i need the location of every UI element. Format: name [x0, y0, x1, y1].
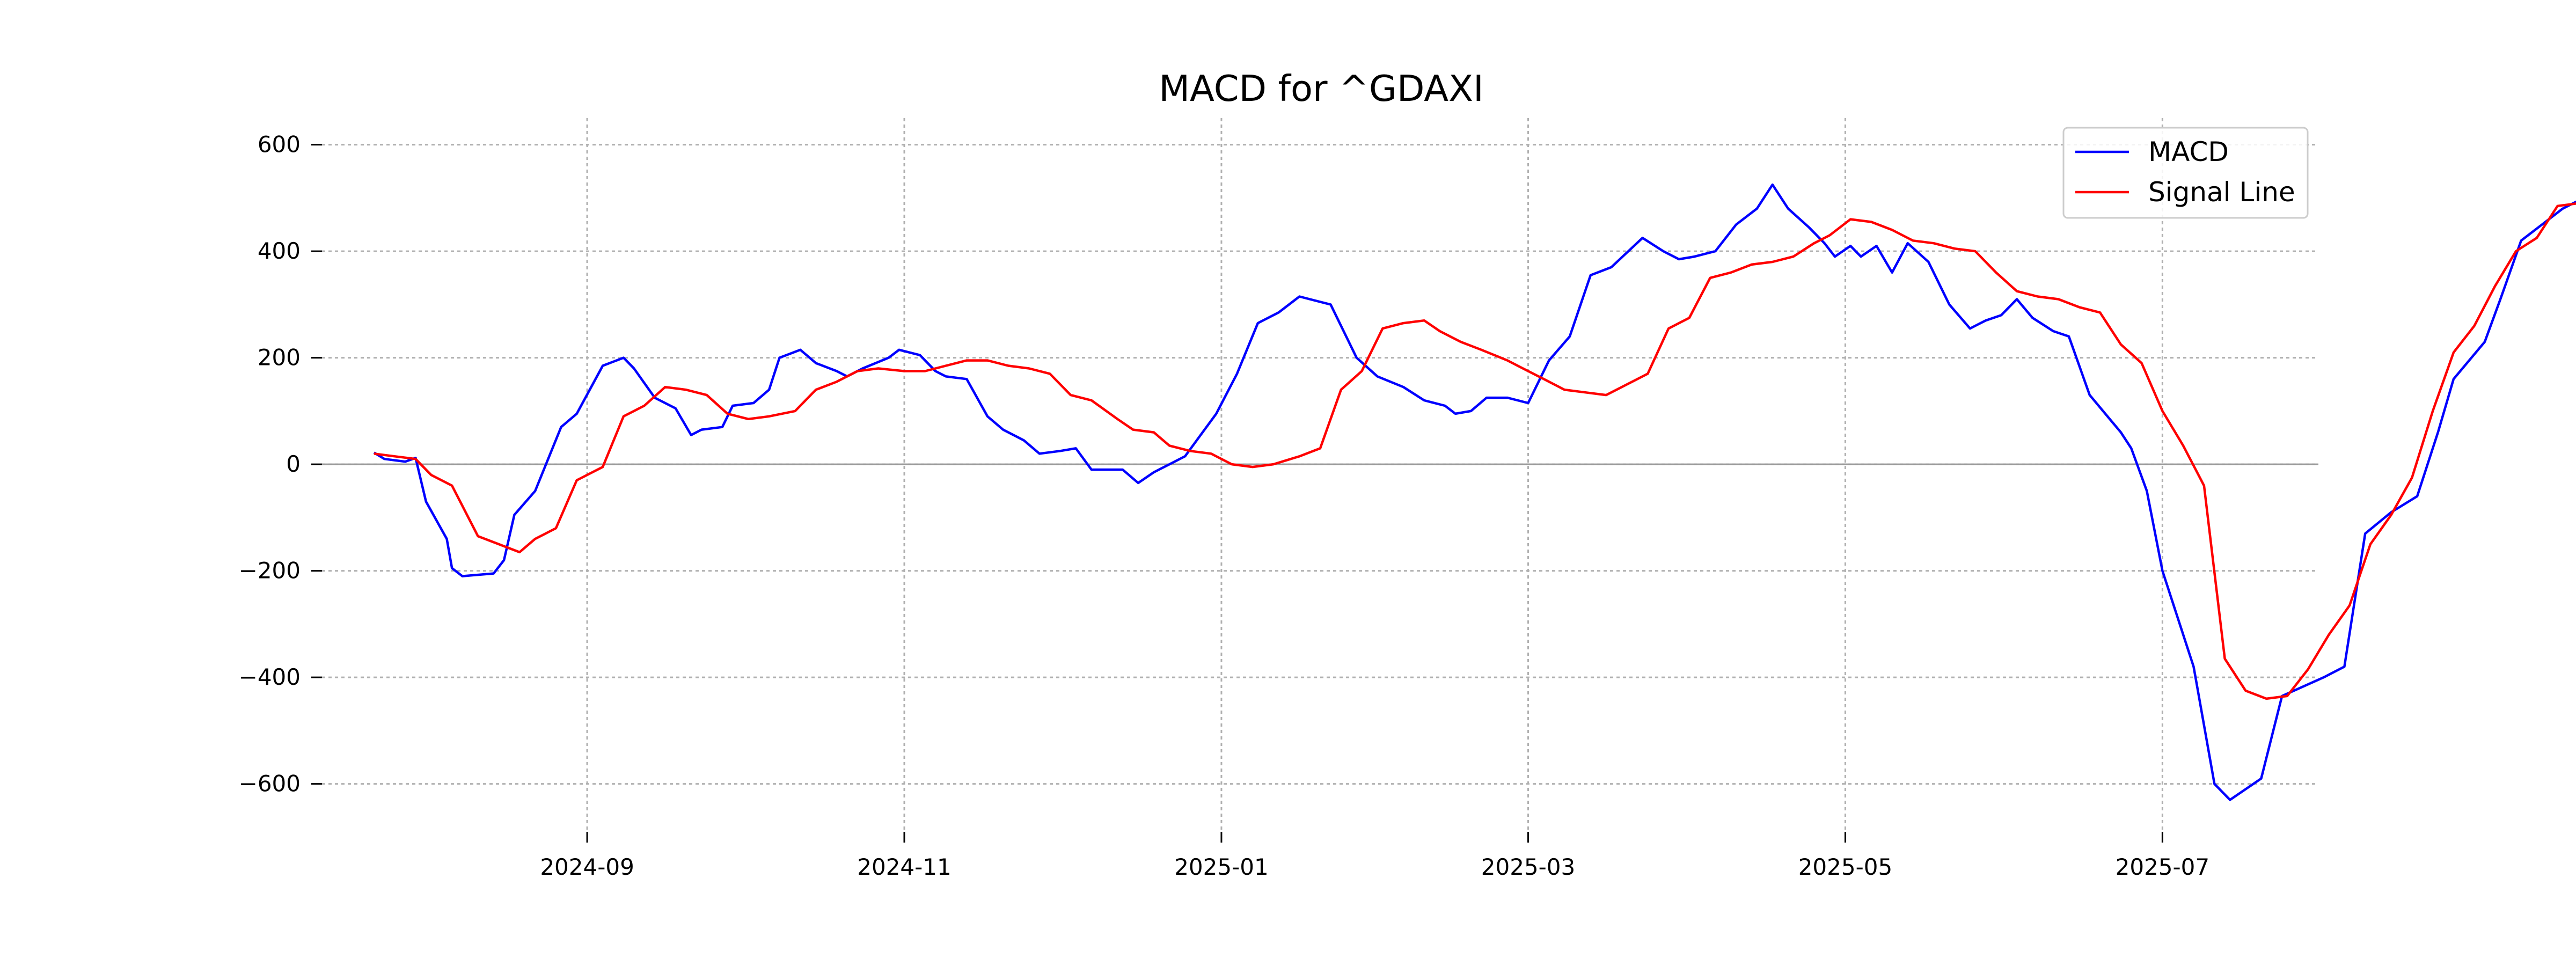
y-tick-label: 200: [258, 345, 301, 371]
y-tick-label: 0: [286, 451, 301, 477]
series-lines: [373, 183, 2576, 801]
macd-line: [373, 183, 2576, 801]
x-tick-label: 2025-03: [1481, 854, 1576, 880]
x-tick-label: 2025-07: [2116, 854, 2210, 880]
signal-line: [374, 202, 2576, 700]
chart-title: MACD for ^GDAXI: [1159, 68, 1484, 109]
y-tick-label: −600: [239, 771, 301, 797]
x-tick-label: 2024-09: [540, 854, 634, 880]
y-tick-label: 600: [258, 131, 301, 158]
legend: MACD Signal Line: [2062, 127, 2309, 219]
y-tick-label: −200: [239, 558, 301, 584]
legend-label: Signal Line: [2148, 177, 2295, 208]
x-tick-label: 2025-05: [1798, 854, 1893, 880]
legend-label: MACD: [2148, 136, 2229, 167]
y-tick-label: 400: [258, 238, 301, 264]
axes: 600 400 200 0 −200 −400 −600 2024-09 2024-11 2025…: [239, 131, 2209, 880]
legend-box: [2062, 127, 2309, 219]
y-tick-label: −400: [239, 664, 301, 690]
grid: [322, 118, 2318, 832]
x-tick-label: 2025-01: [1174, 854, 1269, 880]
x-tick-label: 2024-11: [857, 854, 952, 880]
